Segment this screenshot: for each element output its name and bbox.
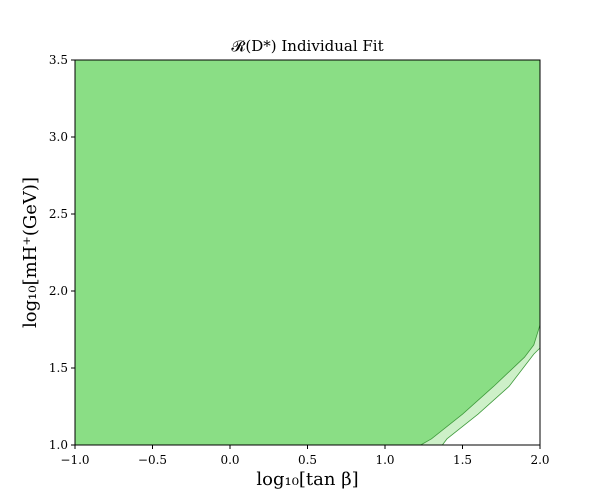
chart-title: 𝓡(D*) Individual Fit	[231, 37, 383, 55]
y-tick-label: 1.5	[49, 361, 68, 375]
x-tick-label: 1.5	[453, 453, 472, 467]
y-tick-label: 2.0	[49, 284, 68, 298]
y-axis-ticks: 1.0 1.5 2.0 2.5 3.0 3.5	[49, 53, 75, 452]
contour-line-1	[420, 324, 541, 446]
x-tick-label: 0.5	[298, 453, 317, 467]
y-tick-label: 2.5	[49, 207, 68, 221]
contour-regions	[75, 60, 541, 446]
y-tick-label: 1.0	[49, 438, 68, 452]
y-tick-label: 3.5	[49, 53, 68, 67]
x-tick-label: −0.5	[138, 453, 167, 467]
allowed-region-outer	[75, 60, 540, 445]
x-tick-label: 2.0	[530, 453, 549, 467]
x-tick-label: 1.0	[375, 453, 394, 467]
y-axis-label: log₁₀[mH⁺(GeV)]	[20, 177, 41, 328]
x-tick-label: 0.0	[220, 453, 239, 467]
y-tick-label: 3.0	[49, 130, 68, 144]
x-axis-label: log₁₀[tan β]	[256, 469, 358, 490]
x-axis-ticks: −1.0 −0.5 0.0 0.5 1.0 1.5 2.0	[60, 445, 550, 467]
contour-line-2	[442, 347, 541, 446]
x-tick-label: −1.0	[60, 453, 89, 467]
